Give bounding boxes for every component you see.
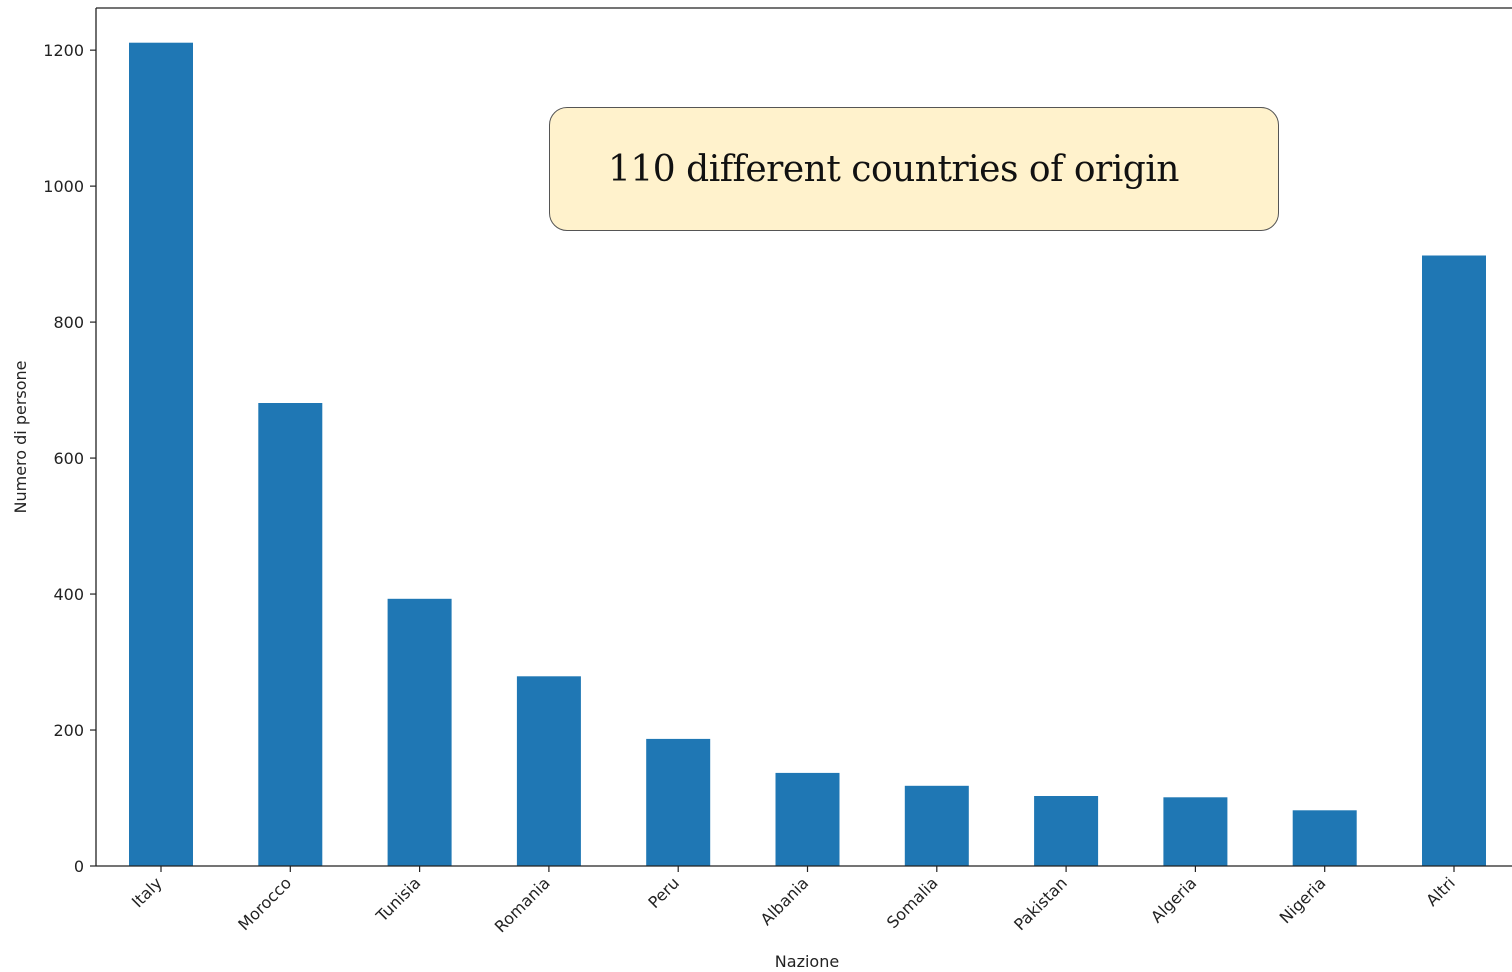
y-tick-label-0: 0 (74, 857, 84, 876)
x-tick-label-algeria: Algeria (1147, 873, 1200, 926)
x-tick-label-somalia: Somalia (883, 873, 942, 932)
y-tick-label-1000: 1000 (43, 177, 84, 196)
x-tick-label-italy: Italy (128, 873, 166, 911)
bar-algeria (1163, 797, 1228, 866)
bar-morocco (258, 403, 323, 866)
annotation-text: 110 different countries of origin (608, 148, 1179, 190)
x-tick-label-pakistan: Pakistan (1010, 873, 1071, 934)
x-tick-label-albania: Albania (757, 873, 813, 929)
bar-somalia (904, 785, 969, 866)
y-axis-label: Numero di persone (11, 360, 30, 513)
bars-group (129, 42, 1486, 866)
bar-italy (129, 42, 193, 866)
bar-peru (646, 738, 711, 866)
x-tick-label-altri: Altri (1422, 873, 1459, 910)
bar-albania (775, 772, 840, 866)
bar-romania (516, 676, 581, 866)
x-axis-label: Nazione (775, 952, 839, 971)
x-tick-label-morocco: Morocco (234, 873, 295, 934)
y-tick-label-1200: 1200 (43, 41, 84, 60)
y-tick-label-400: 400 (53, 585, 84, 604)
y-axis: 0 200 400 600 800 1000 1200 (43, 41, 96, 876)
x-tick-label-tunisia: Tunisia (372, 873, 425, 926)
x-tick-label-romania: Romania (491, 873, 554, 936)
bar-nigeria (1292, 810, 1357, 866)
x-tick-label-peru: Peru (644, 873, 683, 912)
bar-pakistan (1034, 796, 1099, 866)
y-tick-label-600: 600 (53, 449, 84, 468)
bar-tunisia (387, 598, 452, 866)
y-tick-label-800: 800 (53, 313, 84, 332)
x-tick-label-nigeria: Nigeria (1276, 873, 1330, 927)
bar-altri (1422, 255, 1486, 866)
x-axis: Italy Morocco Tunisia Romania Peru Albania Som… (128, 866, 1459, 936)
annotation-box: 110 different countries of origin (549, 107, 1279, 231)
y-tick-label-200: 200 (53, 721, 84, 740)
